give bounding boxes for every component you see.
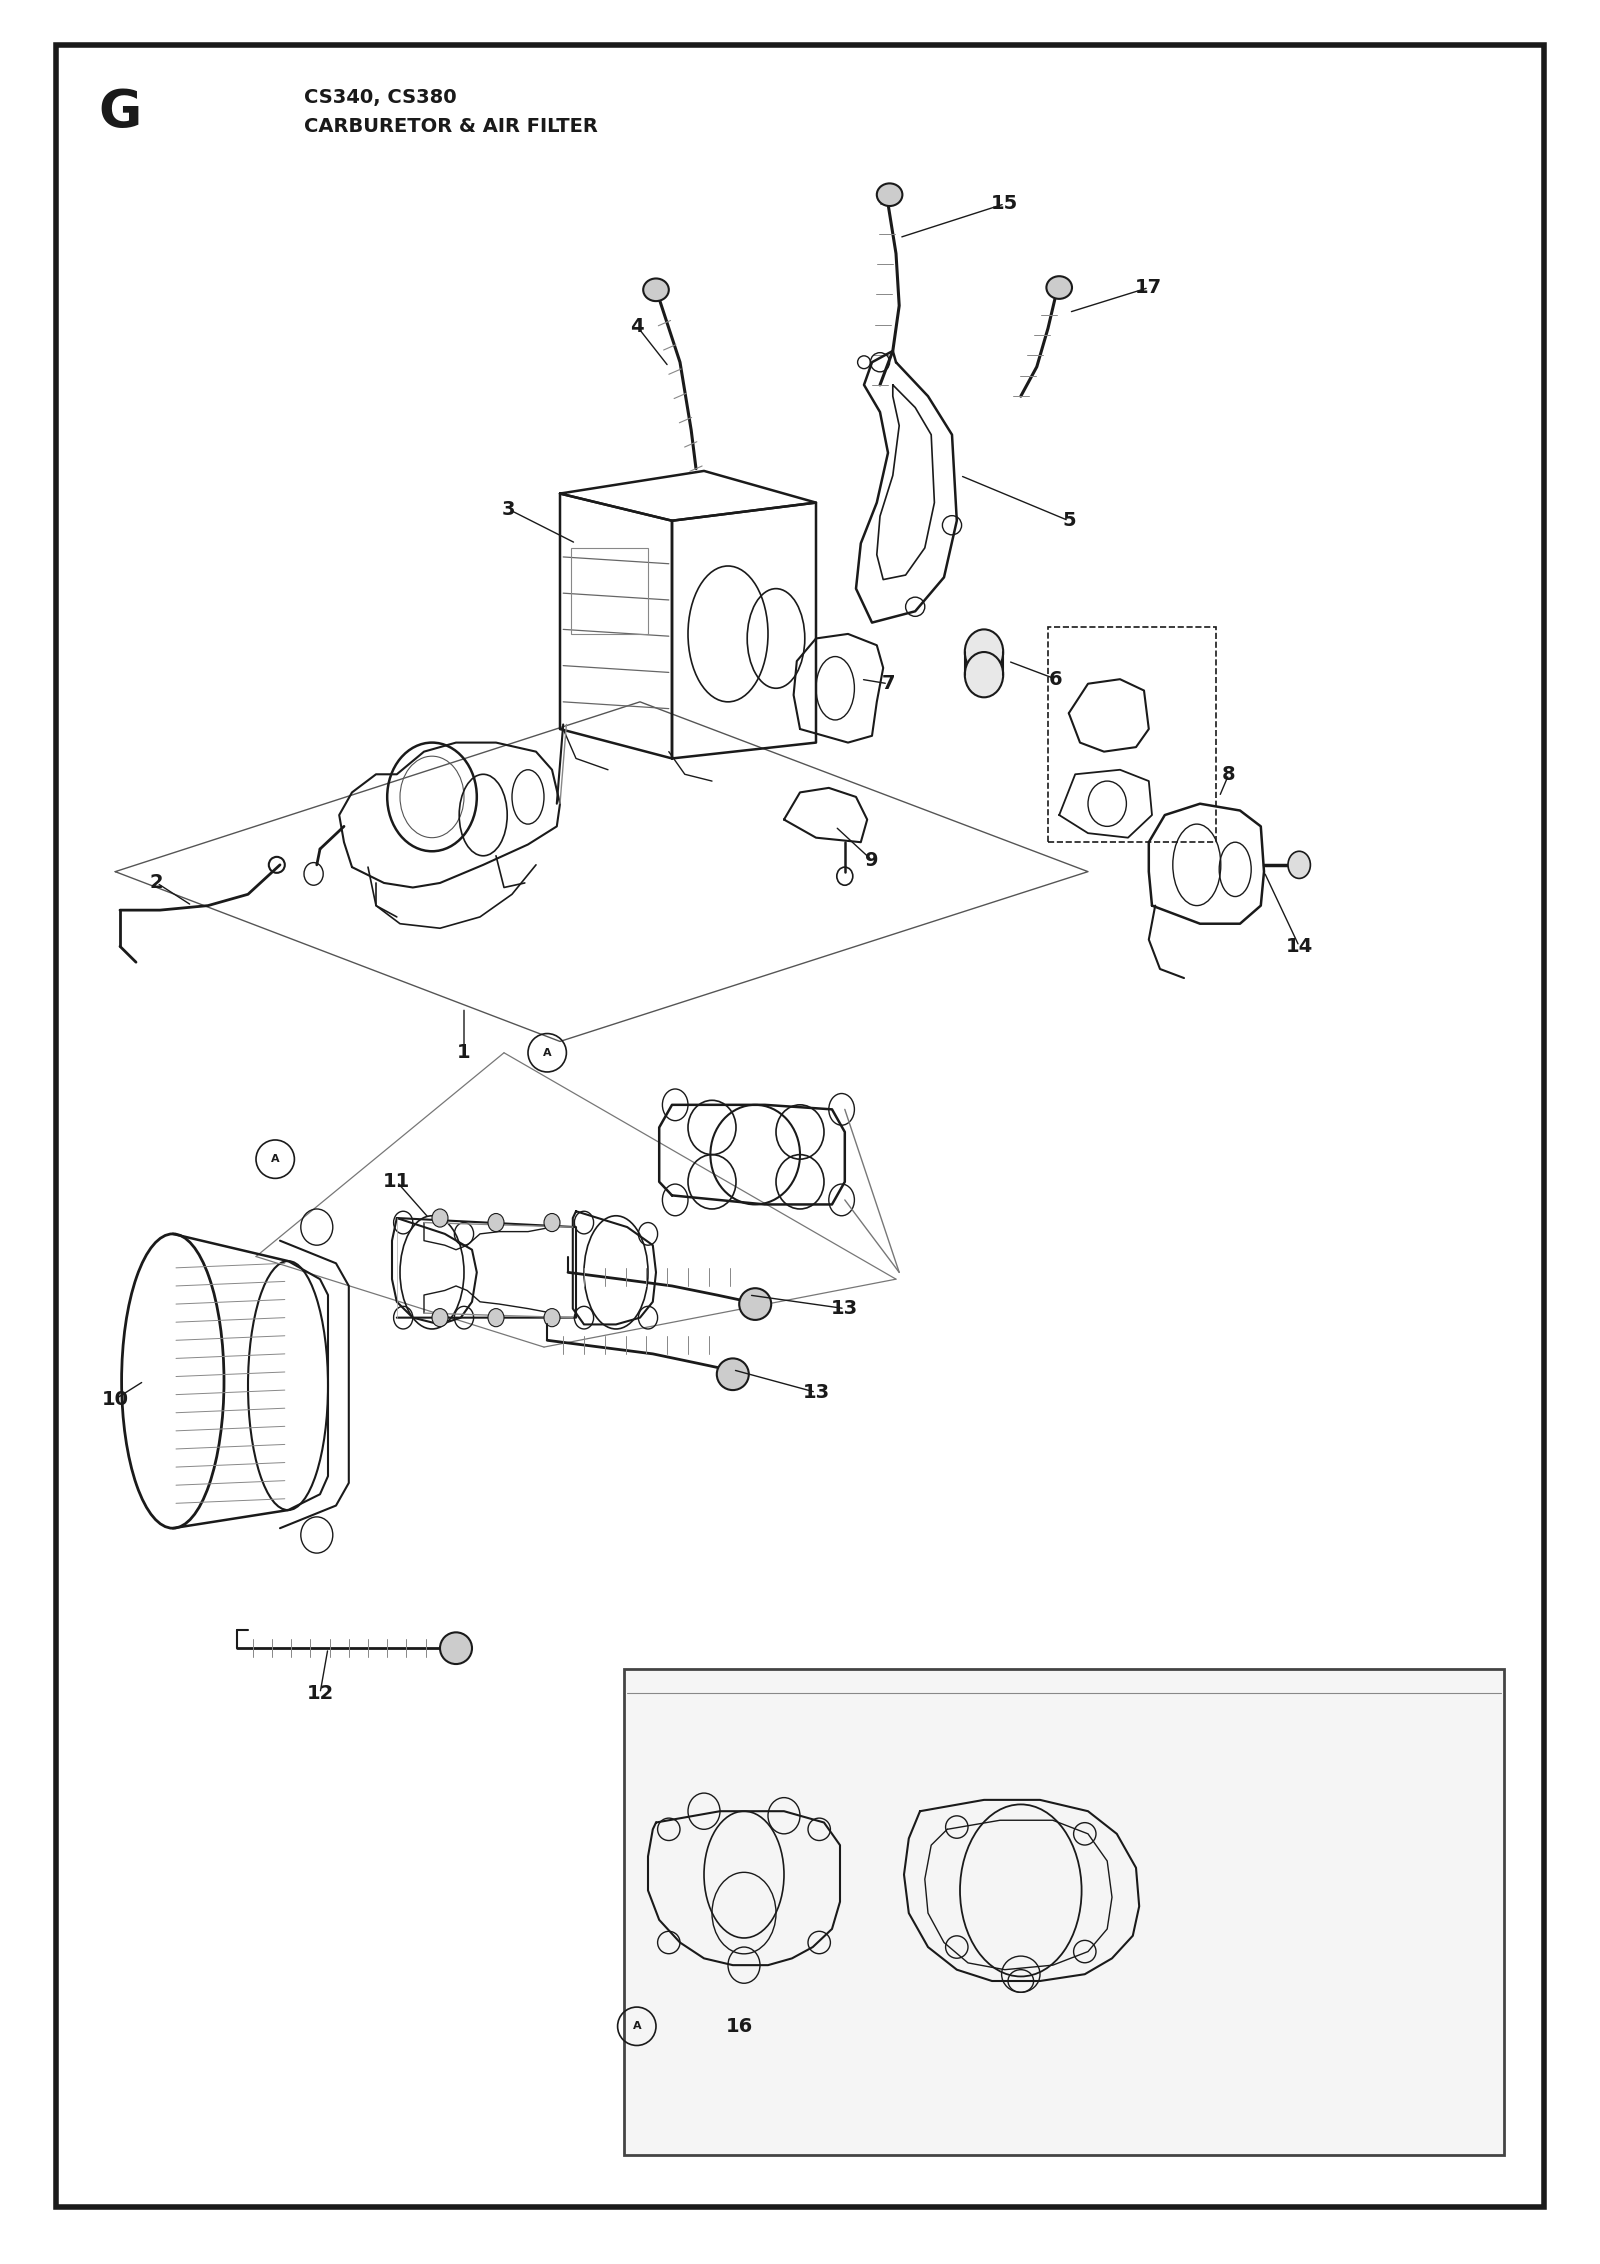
Bar [571, 548, 648, 634]
Text: 13: 13 [832, 1300, 858, 1318]
Bar [624, 1669, 1504, 2155]
Ellipse shape [643, 278, 669, 301]
Text: 5: 5 [1062, 512, 1075, 530]
Text: 10: 10 [102, 1390, 128, 1408]
Text: 17: 17 [1136, 278, 1162, 297]
Text: 8: 8 [1222, 765, 1235, 783]
Text: CARBURETOR & AIR FILTER: CARBURETOR & AIR FILTER [304, 118, 598, 136]
Text: 13: 13 [803, 1383, 829, 1401]
Text: 2: 2 [150, 874, 163, 892]
Ellipse shape [717, 1358, 749, 1390]
Ellipse shape [544, 1309, 560, 1327]
Text: 1: 1 [458, 1044, 470, 1062]
Ellipse shape [432, 1309, 448, 1327]
Text: 7: 7 [882, 675, 894, 693]
Ellipse shape [1046, 276, 1072, 299]
Ellipse shape [432, 1209, 448, 1227]
Text: 3: 3 [502, 500, 515, 518]
Text: 9: 9 [866, 851, 878, 869]
Ellipse shape [1288, 851, 1310, 878]
Text: A: A [270, 1155, 280, 1164]
Ellipse shape [965, 652, 1003, 697]
Text: 14: 14 [1285, 937, 1314, 955]
Text: 12: 12 [306, 1684, 334, 1703]
Text: CS340, CS380: CS340, CS380 [304, 88, 456, 106]
Ellipse shape [488, 1309, 504, 1327]
Text: A: A [632, 2022, 642, 2031]
Ellipse shape [440, 1632, 472, 1664]
Text: 16: 16 [725, 2017, 754, 2035]
Ellipse shape [965, 629, 1003, 675]
Text: A: A [542, 1048, 552, 1057]
Text: 4: 4 [630, 317, 643, 335]
Text: 11: 11 [382, 1173, 411, 1191]
Ellipse shape [488, 1214, 504, 1232]
Text: G: G [98, 88, 142, 138]
Ellipse shape [739, 1288, 771, 1320]
Text: 6: 6 [1050, 670, 1062, 688]
Ellipse shape [544, 1214, 560, 1232]
Text: 15: 15 [990, 195, 1019, 213]
Bar [1048, 627, 1216, 842]
Ellipse shape [877, 183, 902, 206]
